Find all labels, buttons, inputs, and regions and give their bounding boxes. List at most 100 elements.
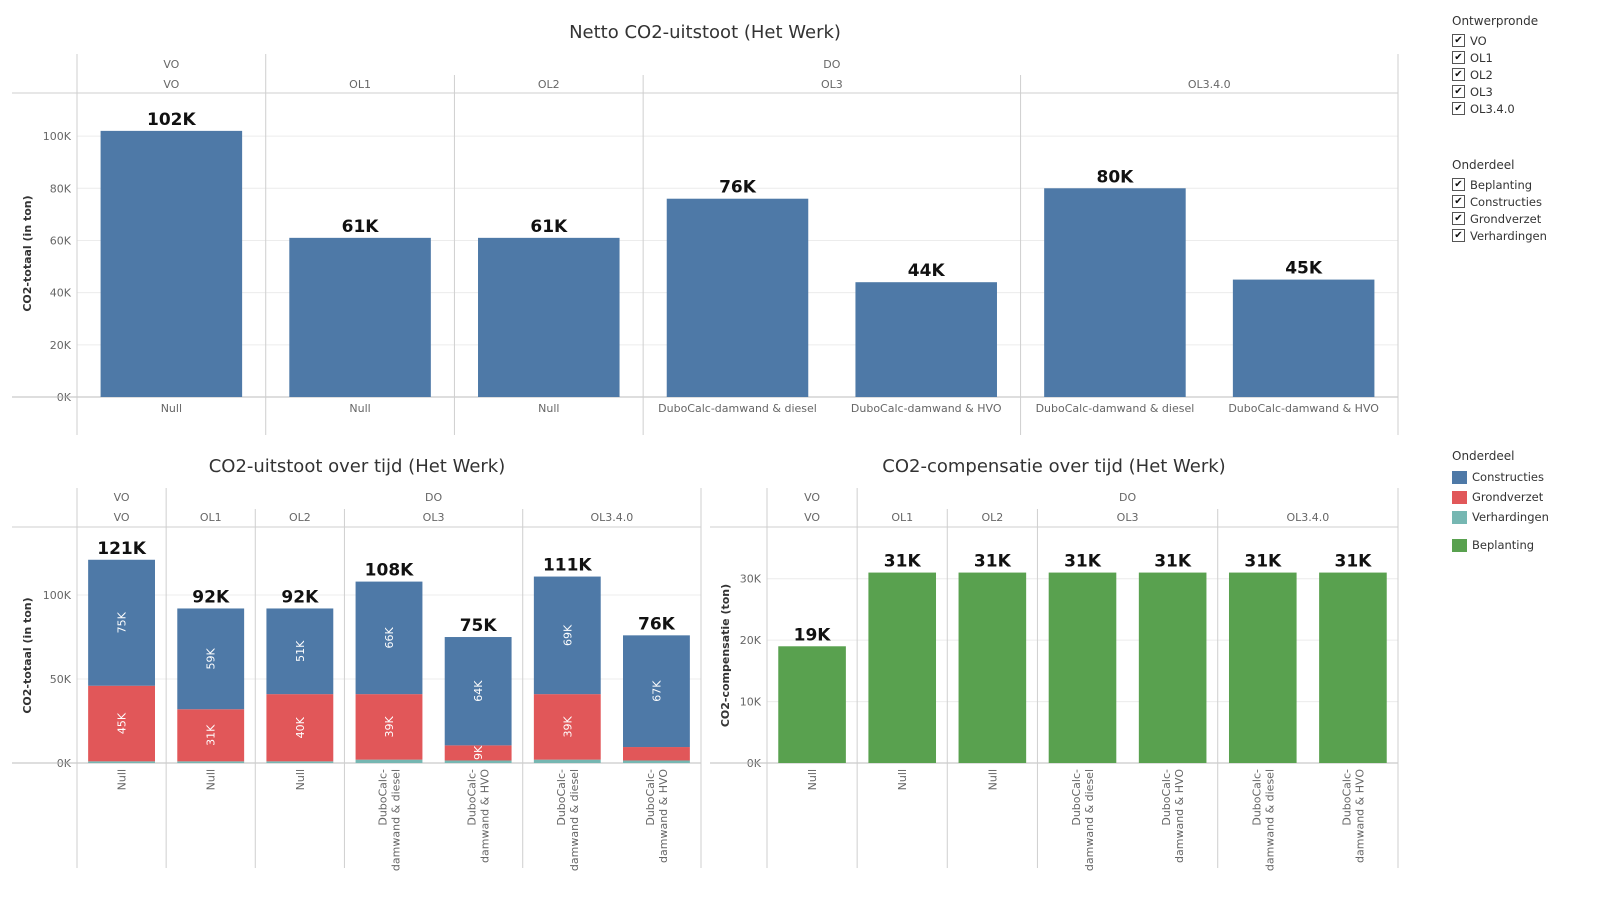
bar-value-label: 44K — [908, 261, 946, 281]
chart-title: CO2-compensatie over tijd (Het Werk) — [882, 456, 1225, 477]
x-category-label: damwand & HVO — [1173, 769, 1186, 863]
segment-value-label: 45K — [116, 712, 129, 734]
x-category-label: DuboCalc- — [1340, 769, 1353, 826]
bar-total-label: 111K — [543, 556, 592, 576]
bar-total-label: 76K — [638, 614, 676, 634]
bar-value-label: 61K — [342, 217, 380, 237]
bar — [666, 198, 809, 397]
header-mid-label: OL3 — [821, 78, 843, 91]
filter-option-ol3[interactable]: ✔ OL3 — [1452, 83, 1538, 100]
legend-item-constructies[interactable]: Constructies — [1452, 467, 1549, 487]
filter-option-grondverzet[interactable]: ✔ Grondverzet — [1452, 210, 1547, 227]
y-tick-label: 10K — [740, 696, 762, 709]
filter-option-label: Constructies — [1470, 194, 1542, 209]
legend-item-verhardingen[interactable]: Verhardingen — [1452, 507, 1549, 527]
checkbox-icon[interactable]: ✔ — [1452, 68, 1465, 81]
y-tick-label: 20K — [740, 634, 762, 647]
header-mid-label: OL3.4.0 — [1188, 78, 1231, 91]
bar-segment-constructies — [177, 608, 245, 710]
bar-segment-grondverzet — [177, 709, 245, 762]
header-top-label: DO — [823, 58, 840, 71]
checkbox-icon[interactable]: ✔ — [1452, 85, 1465, 98]
header-mid-label: VO — [114, 511, 130, 524]
bar — [1319, 572, 1387, 763]
color-legend-onderdeel: Onderdeel Constructies Grondverzet Verhard… — [1452, 449, 1549, 555]
x-category-label: Null — [986, 769, 999, 790]
legend-swatch — [1452, 510, 1467, 524]
filter-option-constructies[interactable]: ✔ Constructies — [1452, 193, 1547, 210]
header-mid-label: OL3 — [1117, 511, 1139, 524]
legend-label: Grondverzet — [1472, 490, 1544, 504]
bar-segment-constructies — [444, 637, 512, 746]
header-top-label: DO — [425, 491, 442, 504]
filter-option-beplanting[interactable]: ✔ Beplanting — [1452, 176, 1547, 193]
y-axis-label: CO2-totaal (in ton) — [21, 195, 34, 311]
checkbox-icon[interactable]: ✔ — [1452, 178, 1465, 191]
bar-value-label: 31K — [884, 552, 922, 572]
filter-option-vo[interactable]: ✔ VO — [1452, 32, 1538, 49]
x-category-label: damwand & HVO — [657, 769, 670, 863]
bar — [1044, 188, 1186, 397]
bar-total-label: 75K — [460, 616, 498, 636]
y-tick-label: 100K — [43, 130, 72, 143]
checkbox-icon[interactable]: ✔ — [1452, 51, 1465, 64]
x-category-label: damwand & HVO — [479, 769, 492, 863]
bar-value-label: 31K — [1154, 552, 1192, 572]
bar-segment-grondverzet — [88, 685, 155, 762]
legend-swatch — [1452, 470, 1467, 484]
checkbox-icon[interactable]: ✔ — [1452, 195, 1465, 208]
checkbox-icon[interactable]: ✔ — [1452, 102, 1465, 115]
header-mid-label: OL1 — [200, 511, 222, 524]
y-tick-label: 30K — [740, 573, 762, 586]
header-top-label: VO — [804, 491, 820, 504]
bar — [868, 572, 937, 763]
x-category-label: damwand & diesel — [390, 769, 403, 871]
filter-option-ol1[interactable]: ✔ OL1 — [1452, 49, 1538, 66]
y-tick-label: 80K — [50, 182, 72, 195]
header-top-label: VO — [163, 58, 179, 71]
filter-option-label: Beplanting — [1470, 177, 1533, 192]
chart-title: Netto CO2-uitstoot (Het Werk) — [569, 22, 841, 43]
segment-value-label: 9K — [472, 745, 485, 760]
bar-value-label: 19K — [794, 625, 832, 645]
checkbox-icon[interactable]: ✔ — [1452, 229, 1465, 242]
x-category-label: Null — [538, 402, 559, 415]
x-category-label: Null — [896, 769, 909, 790]
header-top-label: VO — [114, 491, 130, 504]
bar-segment-grondverzet — [355, 694, 423, 760]
bar — [855, 282, 997, 397]
header-mid-label: OL2 — [289, 511, 311, 524]
y-axis-label: CO2-totaal (in ton) — [21, 597, 34, 713]
chart-co2-compensatie-over-tijd: CO2-compensatie over tijd (Het Werk)0K10… — [710, 456, 1399, 871]
segment-value-label: 39K — [561, 715, 574, 737]
header-mid-label: VO — [163, 78, 179, 91]
checkbox-icon[interactable]: ✔ — [1452, 212, 1465, 225]
bar-total-label: 92K — [281, 587, 319, 607]
x-category-label: DuboCalc-damwand & HVO — [1228, 402, 1379, 415]
bar — [778, 646, 846, 763]
legend-item-grondverzet[interactable]: Grondverzet — [1452, 487, 1549, 507]
filter-option-verhardingen[interactable]: ✔ Verhardingen — [1452, 227, 1547, 244]
segment-value-label: 69K — [561, 624, 574, 646]
x-category-label: damwand & diesel — [568, 769, 581, 871]
filter-option-ol3-4-0[interactable]: ✔ OL3.4.0 — [1452, 100, 1538, 117]
legend-item-beplanting[interactable]: Beplanting — [1452, 535, 1549, 555]
segment-value-label: 40K — [294, 716, 307, 738]
x-category-label: DuboCalc- — [1160, 769, 1173, 826]
segment-value-label: 39K — [383, 715, 396, 737]
bar-value-label: 31K — [1244, 552, 1282, 572]
x-category-label: Null — [161, 402, 182, 415]
segment-value-label: 75K — [116, 611, 129, 633]
x-category-label: damwand & diesel — [1263, 769, 1276, 871]
x-category-label: Null — [349, 402, 370, 415]
x-category-label: Null — [205, 769, 218, 790]
y-tick-label: 20K — [50, 339, 72, 352]
segment-value-label: 67K — [650, 680, 663, 702]
segment-value-label: 59K — [205, 647, 218, 669]
checkbox-icon[interactable]: ✔ — [1452, 34, 1465, 47]
bar-segment-verhardingen — [623, 760, 690, 763]
filter-option-label: OL3 — [1470, 84, 1493, 99]
filter-option-ol2[interactable]: ✔ OL2 — [1452, 66, 1538, 83]
y-tick-label: 60K — [50, 234, 72, 247]
bar-value-label: 31K — [974, 552, 1012, 572]
